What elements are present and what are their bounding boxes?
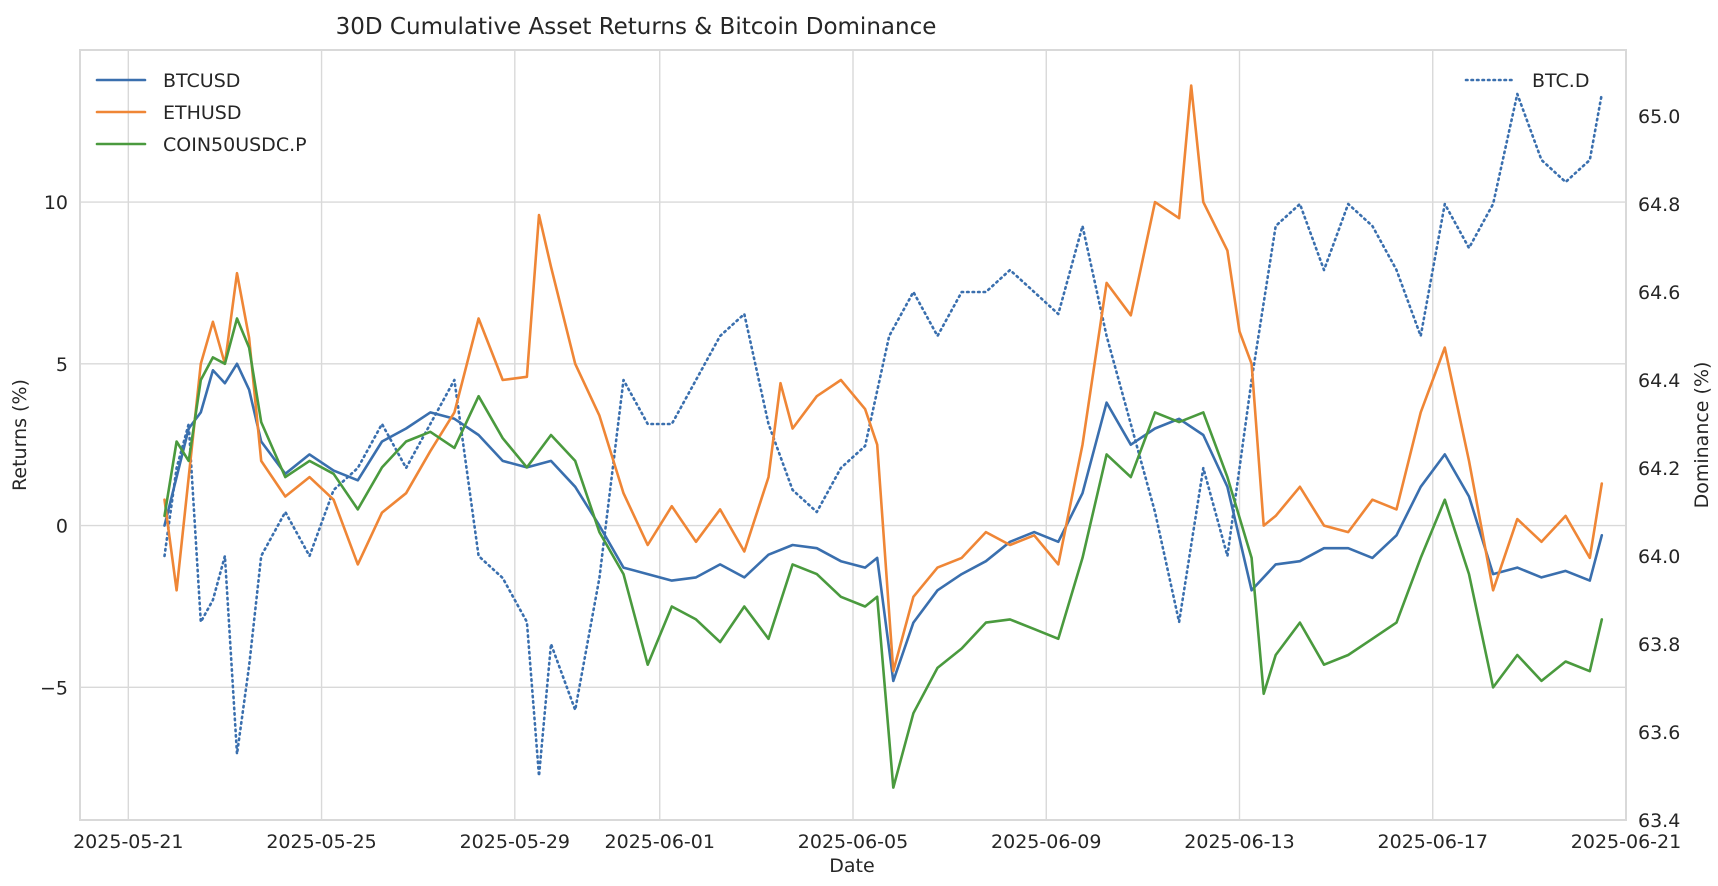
y2-tick-label: 64.8 — [1638, 194, 1680, 216]
chart-title: 30D Cumulative Asset Returns & Bitcoin D… — [336, 14, 937, 40]
y-tick-label: 10 — [44, 192, 68, 214]
x-tick-label: 2025-06-13 — [1184, 831, 1294, 853]
tick-layer: 2025-05-21 2025-05-25 2025-05-29 2025-06-01… — [40, 106, 1681, 853]
y2-tick-label: 64.2 — [1638, 458, 1680, 480]
legend-label-coin50usdc-p: COIN50USDC.P — [163, 134, 307, 156]
series-line-btc-d — [163, 92, 1604, 778]
y2-tick-label: 64.4 — [1638, 370, 1680, 392]
legend-label-btc-d: BTC.D — [1532, 70, 1589, 92]
x-tick-label: 2025-06-01 — [605, 831, 715, 853]
x-tick-label: 2025-06-09 — [991, 831, 1101, 853]
y-axis-title: Returns (%) — [9, 379, 31, 491]
series-line-ethusd — [163, 84, 1604, 673]
series-line-coin50usdc-p — [163, 317, 1604, 789]
legend-right: BTC.D — [1464, 70, 1589, 92]
x-tick-label: 2025-06-17 — [1378, 831, 1488, 853]
y-tick-label: 0 — [56, 516, 68, 538]
grid-layer — [80, 50, 1627, 820]
plot-frame — [79, 49, 1627, 821]
y2-tick-label: 64.6 — [1638, 282, 1680, 304]
y2-axis-title: Dominance (%) — [1691, 362, 1713, 509]
legend-label-ethusd: ETHUSD — [163, 102, 242, 124]
x-tick-label: 2025-05-21 — [73, 831, 183, 853]
legend-label-btcusd: BTCUSD — [163, 70, 240, 92]
y-tick-label: 5 — [56, 354, 68, 376]
y2-tick-label: 63.4 — [1638, 810, 1680, 832]
x-tick-label: 2025-06-21 — [1571, 831, 1681, 853]
y2-tick-label: 65.0 — [1638, 106, 1680, 128]
y2-tick-label: 63.6 — [1638, 722, 1680, 744]
series-line-btcusd — [163, 362, 1604, 683]
legend-left: BTCUSD ETHUSD COIN50USDC.P — [95, 70, 307, 156]
x-tick-label: 2025-05-25 — [266, 831, 376, 853]
series-layer — [163, 84, 1604, 789]
y-tick-label: −5 — [40, 677, 68, 699]
y2-tick-label: 64.0 — [1638, 546, 1680, 568]
x-tick-label: 2025-06-05 — [798, 831, 908, 853]
y2-tick-label: 63.8 — [1638, 634, 1680, 656]
x-tick-label: 2025-05-29 — [460, 831, 570, 853]
x-axis-title: Date — [829, 855, 874, 877]
